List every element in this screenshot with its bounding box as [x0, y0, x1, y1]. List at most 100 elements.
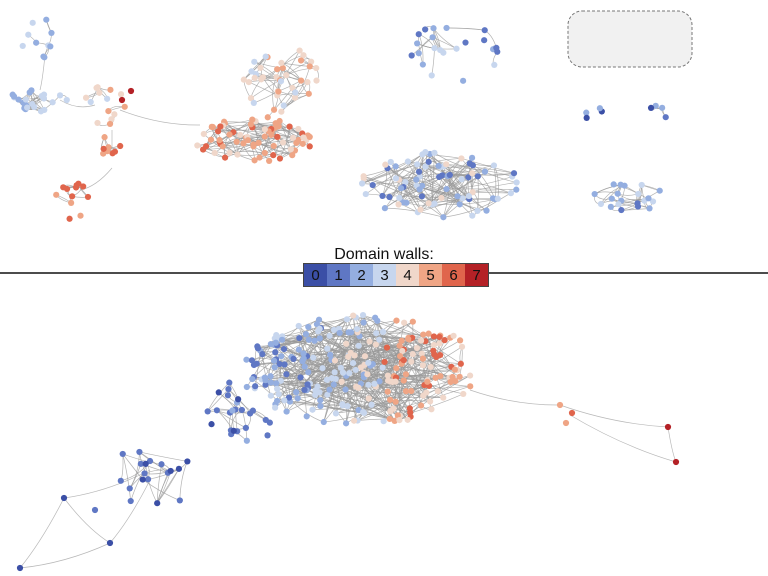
tm-mid-node — [392, 175, 400, 182]
bottom-core-node — [387, 378, 394, 385]
bottom-core-node — [290, 355, 297, 362]
bottom-core-edge — [275, 351, 365, 414]
tm-top-node — [481, 27, 488, 34]
tl-top-node — [25, 31, 32, 38]
tl-right-core-node — [216, 136, 223, 144]
bottom-core-edge — [317, 315, 354, 387]
tm-mid-node — [510, 170, 518, 177]
bottom-core-node — [278, 336, 286, 343]
bottom-right-edge — [667, 426, 677, 463]
bottom-core-node — [349, 360, 357, 367]
tl-tail-node — [84, 193, 92, 201]
tm-mid-node — [402, 179, 409, 186]
bottom-arm-node — [142, 460, 149, 467]
tl-tail-node — [77, 212, 84, 219]
bottom-core-node — [352, 366, 359, 374]
bottom-core-node — [281, 397, 288, 404]
br-small-node — [607, 203, 614, 210]
br-small-node — [617, 181, 624, 188]
bottom-core-node — [294, 395, 301, 402]
tl-right-core-node — [250, 141, 257, 148]
tl-tail-node — [66, 215, 73, 222]
bottom-arm-node — [154, 500, 161, 507]
tl-right-top-node — [280, 102, 287, 109]
bottom-core-node — [361, 353, 369, 360]
tl-tail-node — [73, 182, 80, 189]
tm-mid-node — [398, 185, 405, 192]
bottom-end-node — [60, 494, 68, 502]
bottom-core-node — [402, 388, 410, 395]
tm-mid-edge — [365, 154, 423, 195]
tm-mid-edge — [434, 152, 485, 172]
tm-mid-node — [422, 163, 429, 170]
bottom-core-node — [456, 373, 463, 380]
tl-right-core-node — [270, 152, 277, 159]
bottom-core-edge — [399, 393, 464, 417]
tm-mid-node — [483, 207, 490, 214]
tl-tail-node — [69, 193, 76, 200]
tl-right-core-node — [247, 121, 254, 128]
tl-mid-node — [94, 84, 101, 91]
bottom-core-edge — [264, 377, 357, 387]
bottom-core-node — [398, 337, 405, 344]
bottom-core-node — [293, 389, 300, 396]
tl-right-core-node — [306, 143, 313, 150]
bottom-core-node — [278, 353, 285, 360]
br-small-node — [649, 198, 657, 205]
tl-right-core-node — [300, 134, 307, 141]
tm-mid-node — [417, 206, 424, 213]
tm-mid-node — [386, 193, 393, 201]
bottom-left-node — [262, 416, 269, 424]
bottom-core-node — [330, 326, 338, 334]
tl-right-top-node — [306, 63, 313, 70]
bottom-core-node — [417, 402, 425, 409]
tm-mid-node — [507, 190, 515, 197]
bottom-core-node — [342, 386, 349, 393]
bottom-left-node — [224, 392, 232, 399]
tl-red-node — [118, 96, 126, 104]
bottom-core-node — [400, 357, 407, 364]
bottom-core-node — [434, 388, 441, 395]
bottom-core-edge — [320, 349, 405, 407]
tm-mid-node — [404, 158, 412, 165]
tm-mid-node — [469, 162, 476, 169]
tm-top-node — [431, 45, 438, 52]
bottom-core-node — [413, 344, 421, 352]
tl-right-core-node — [293, 139, 300, 147]
sq-b-node — [659, 104, 666, 111]
bottom-core-node — [274, 385, 281, 392]
tm-mid-node — [369, 182, 376, 189]
bottom-core-node — [315, 316, 323, 323]
bottom-core-edge — [358, 345, 456, 382]
tl-right-top-node — [297, 57, 305, 64]
br-small-node — [615, 201, 622, 208]
tl-left-node — [31, 103, 38, 111]
bottom-core-node — [428, 406, 435, 413]
tl-right-core-node — [221, 154, 229, 161]
bottom-core-node — [339, 369, 347, 376]
tl-right-top-node — [304, 78, 311, 86]
bottom-core-node — [360, 409, 367, 416]
tl-top-node — [47, 43, 54, 50]
tl-right-core-node — [234, 151, 241, 158]
tl-top-node — [43, 16, 50, 23]
tl-mid-node — [94, 119, 101, 127]
tm-mid-node — [418, 193, 426, 200]
bottom-core-node — [355, 342, 362, 349]
bottom-core-node — [376, 336, 383, 343]
bottom-core-node — [365, 359, 372, 366]
legend-cell-3: 3 — [373, 264, 396, 286]
tm-mid-node — [387, 158, 394, 166]
tl-right-core-node — [255, 139, 262, 146]
br-small-node — [635, 190, 642, 198]
tm-mid-node — [474, 173, 481, 180]
bottom-end-node — [16, 564, 24, 572]
bottom-right-node — [568, 409, 576, 417]
tm-mid-node — [381, 205, 389, 212]
tm-mid-node — [454, 193, 461, 200]
tl-right-top-node — [257, 64, 264, 71]
bottom-core-node — [365, 395, 372, 402]
bottom-core-node — [350, 312, 357, 319]
tl-right-top-node — [251, 58, 258, 65]
